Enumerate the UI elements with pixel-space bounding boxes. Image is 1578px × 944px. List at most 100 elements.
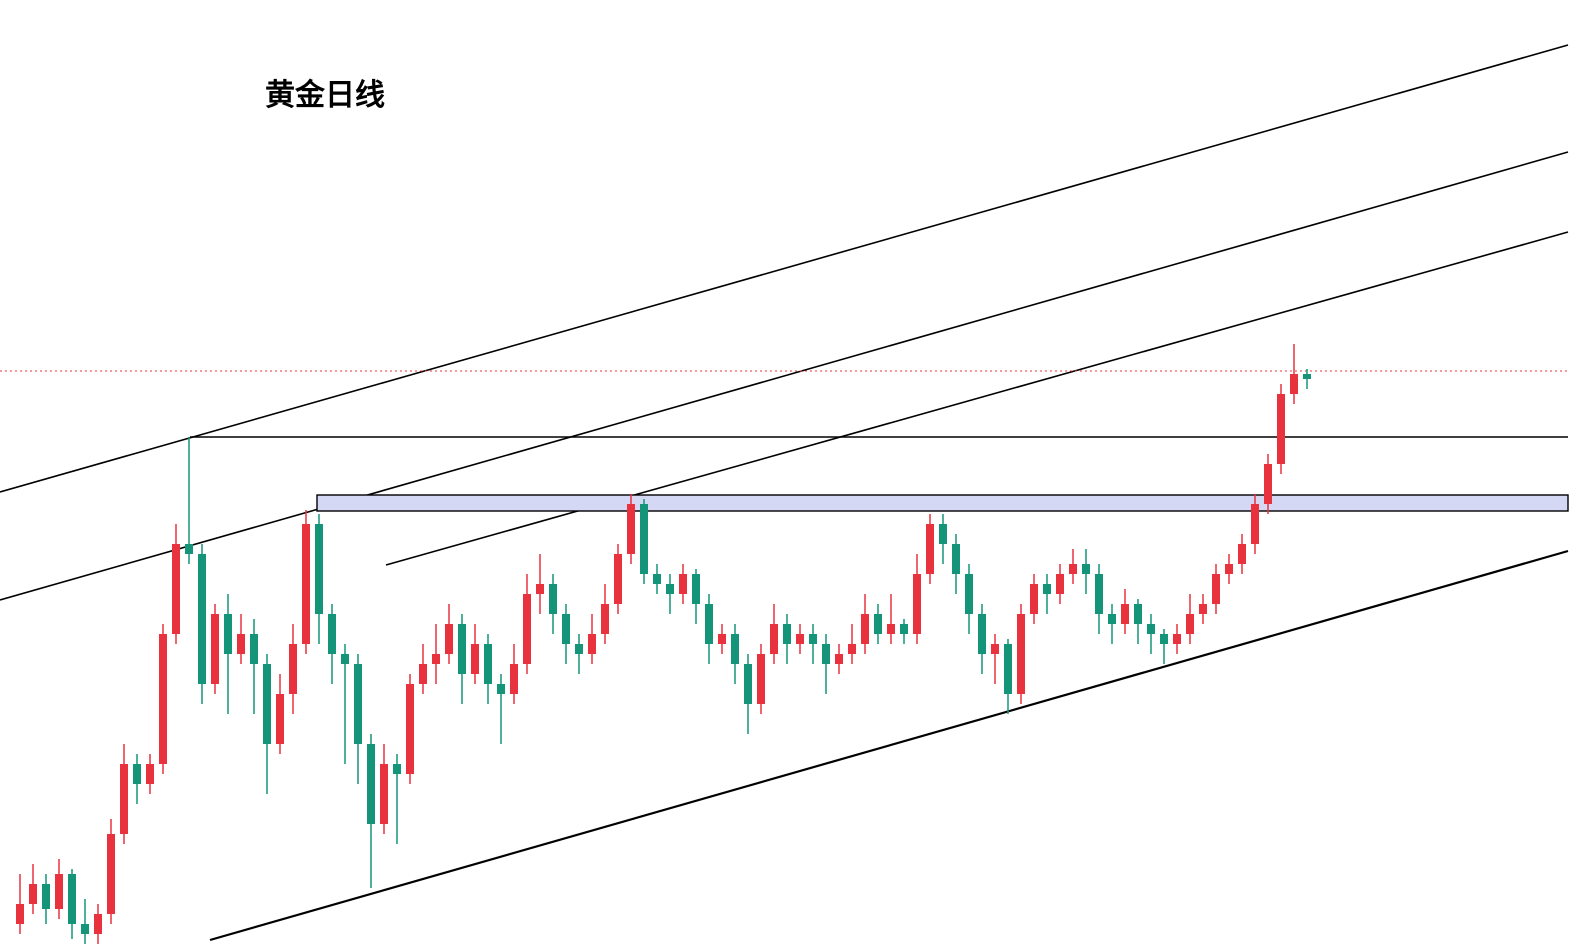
candle-body	[185, 544, 193, 554]
candle-body	[159, 634, 167, 764]
candle-body	[510, 664, 518, 694]
candle-body	[588, 634, 596, 654]
candle-body	[1134, 604, 1142, 624]
candle-body	[744, 664, 752, 704]
candle-body	[575, 644, 583, 654]
candle-body	[731, 634, 739, 664]
candle-body	[848, 644, 856, 654]
candle-body	[1290, 374, 1298, 394]
trend-line	[385, 231, 1569, 566]
candle-body	[718, 634, 726, 644]
candle-body	[1225, 564, 1233, 574]
candle-body	[458, 624, 466, 674]
candle-body	[237, 634, 245, 654]
candle-body	[406, 684, 414, 774]
candle-body	[1147, 624, 1155, 634]
candle-body	[653, 574, 661, 584]
candle-body	[861, 614, 869, 644]
candle-body	[874, 614, 882, 634]
chart-title: 黄金日线	[265, 78, 385, 113]
candle-body	[367, 744, 375, 824]
candle-body	[679, 574, 687, 594]
candle-body	[991, 644, 999, 654]
candle-body	[640, 504, 648, 574]
candle-body	[1251, 504, 1259, 544]
candle-body	[1264, 464, 1272, 504]
candle-body	[471, 644, 479, 674]
candle-body	[705, 604, 713, 644]
candle-body	[549, 584, 557, 614]
candle-body	[211, 614, 219, 684]
candle-body	[822, 644, 830, 664]
candle-body	[1160, 634, 1168, 644]
candle-body	[809, 634, 817, 644]
candle-body	[835, 654, 843, 664]
candle-body	[1082, 564, 1090, 574]
candle-body	[120, 764, 128, 834]
candle-body	[484, 644, 492, 684]
candle-body	[29, 884, 37, 904]
candle-body	[1121, 604, 1129, 624]
candle-body	[263, 664, 271, 744]
candle-body	[81, 924, 89, 934]
candle-body	[250, 634, 258, 664]
candle-body	[107, 834, 115, 914]
candle-body	[627, 504, 635, 554]
candle-body	[1277, 394, 1285, 464]
candle-body	[1095, 574, 1103, 614]
candle-body	[315, 524, 323, 614]
candle-body	[523, 594, 531, 664]
candle-body	[42, 884, 50, 909]
candle-body	[1303, 374, 1311, 379]
candle-body	[666, 584, 674, 594]
candle-body	[757, 654, 765, 704]
candle-body	[536, 584, 544, 594]
candle-body	[887, 624, 895, 634]
candle-body	[978, 614, 986, 654]
candle-body	[1238, 544, 1246, 564]
candle-body	[1069, 564, 1077, 574]
candle-body	[1212, 574, 1220, 604]
trend-line	[0, 44, 1569, 493]
candle-body	[172, 544, 180, 634]
candle-body	[692, 574, 700, 604]
candle-body	[380, 764, 388, 824]
candle-body	[1056, 574, 1064, 594]
candle-body	[354, 664, 362, 744]
candle-body	[939, 524, 947, 544]
candle-body	[965, 574, 973, 614]
candle-body	[1108, 614, 1116, 624]
candle-body	[900, 624, 908, 634]
candle-body	[224, 614, 232, 654]
candle-body	[1199, 604, 1207, 614]
candle-body	[913, 574, 921, 634]
candle-body	[770, 624, 778, 654]
candle-body	[926, 524, 934, 574]
candle-body	[16, 904, 24, 924]
resistance-zone	[316, 494, 1569, 512]
candle-body	[302, 524, 310, 644]
candle-body	[1186, 614, 1194, 634]
candle-body	[601, 604, 609, 634]
candle-body	[783, 624, 791, 644]
candle-body	[445, 624, 453, 654]
candle-body	[393, 764, 401, 774]
candle-body	[419, 664, 427, 684]
candle-body	[1017, 614, 1025, 694]
candle-body	[1043, 584, 1051, 594]
candle-body	[796, 634, 804, 644]
candle-body	[562, 614, 570, 644]
candle-body	[1004, 644, 1012, 694]
candle-body	[497, 684, 505, 694]
trend-line	[209, 549, 1569, 942]
candle-body	[55, 874, 63, 909]
candle-body	[1173, 634, 1181, 644]
candle-body	[614, 554, 622, 604]
candle-body	[1030, 584, 1038, 614]
candle-body	[289, 644, 297, 694]
candle-body	[68, 874, 76, 924]
candle-body	[198, 554, 206, 684]
candle-body	[341, 654, 349, 664]
candle-body	[276, 694, 284, 744]
